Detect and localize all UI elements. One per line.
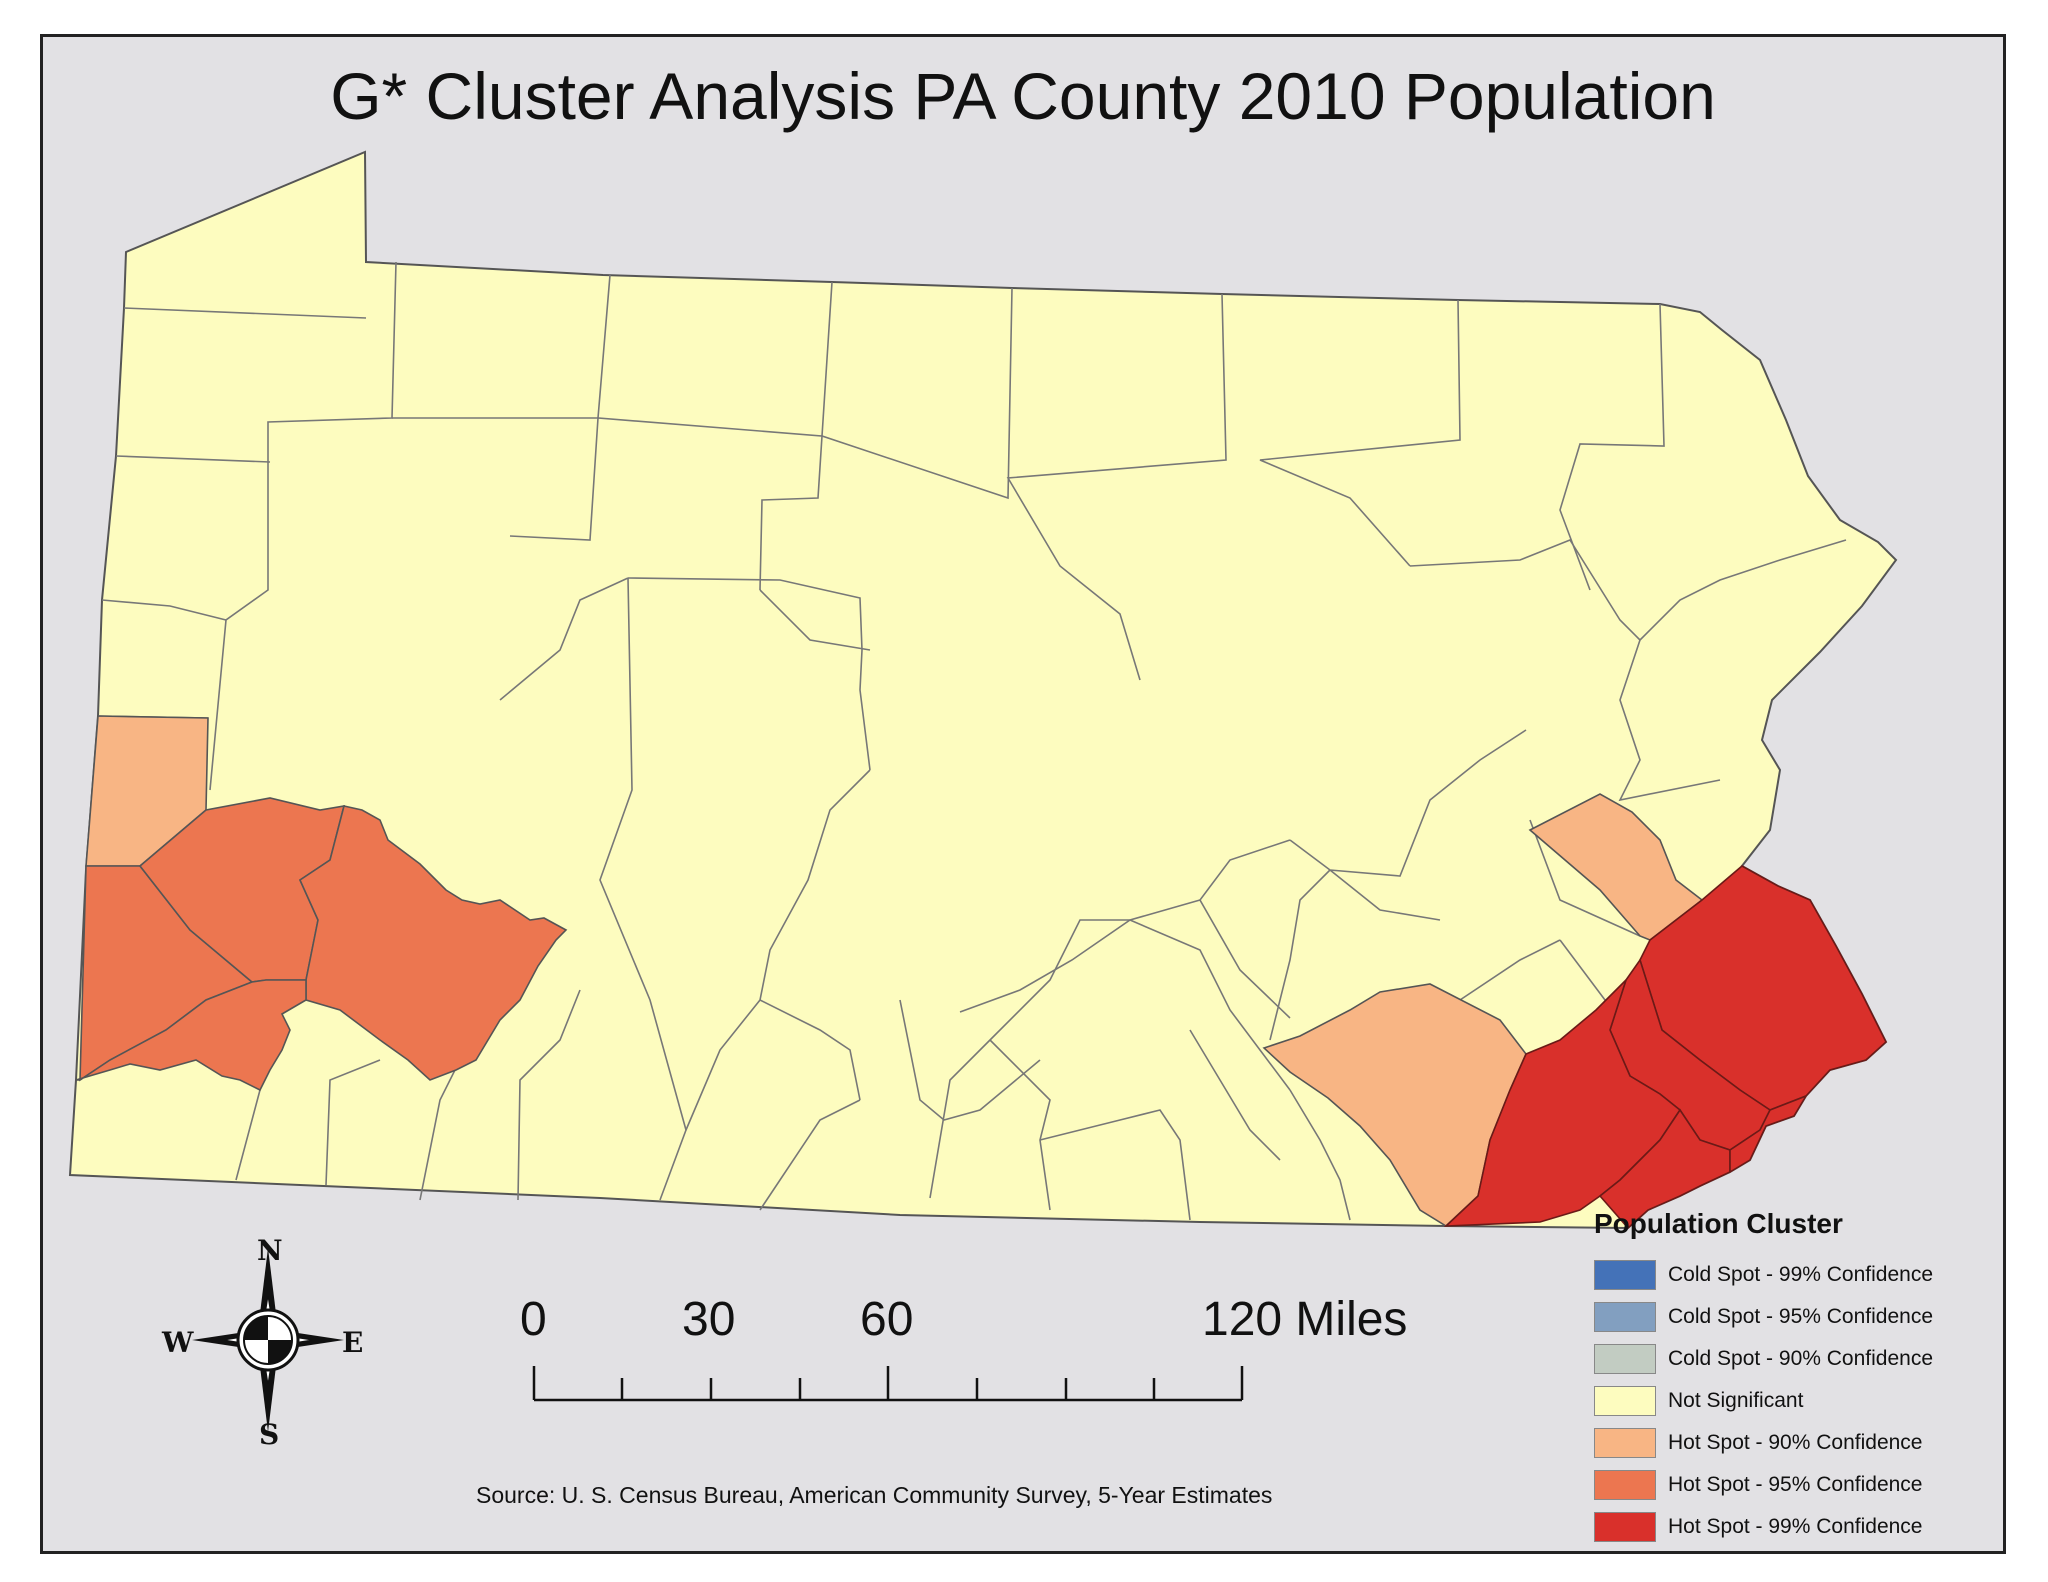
legend-label: Hot Spot - 95% Confidence [1668, 1473, 1923, 1496]
legend-item: Hot Spot - 95% Confidence [1594, 1468, 1922, 1502]
legend-item: Cold Spot - 90% Confidence [1594, 1342, 1933, 1376]
legend-label: Cold Spot - 95% Confidence [1668, 1305, 1933, 1328]
legend-swatch [1594, 1344, 1656, 1374]
scale-bar [532, 1366, 1244, 1402]
legend-swatch [1594, 1260, 1656, 1290]
scale-label-30: 30 [682, 1293, 736, 1346]
scale-label-0: 0 [520, 1293, 547, 1346]
county-hotspot-99-philadelphia [1729, 1094, 1808, 1174]
legend-label: Not Significant [1668, 1389, 1804, 1412]
legend-swatch [1594, 1428, 1656, 1458]
scale-label-120-miles: 120 Miles [1202, 1293, 1408, 1346]
legend-swatch [1594, 1302, 1656, 1332]
legend-label: Cold Spot - 99% Confidence [1668, 1263, 1933, 1286]
legend-swatch [1594, 1512, 1656, 1542]
county-boundaries [97, 261, 1847, 1221]
county-hotspot-95-washington [75, 979, 307, 1092]
scale-label-60: 60 [860, 1293, 914, 1346]
source-note: Source: U. S. Census Bureau, American Co… [476, 1482, 1273, 1508]
county-hotspot-90-lehigh [1528, 793, 1704, 941]
map-title: G* Cluster Analysis PA County 2010 Popul… [330, 59, 1716, 133]
legend-item: Hot Spot - 99% Confidence [1594, 1510, 1922, 1544]
legend-item: Hot Spot - 90% Confidence [1594, 1426, 1922, 1460]
legend-title: Population Cluster [1594, 1208, 1843, 1239]
legend-item: Cold Spot - 95% Confidence [1594, 1300, 1933, 1334]
compass-west-label: W [162, 1326, 194, 1359]
legend-swatch [1594, 1386, 1656, 1416]
legend-item: Cold Spot - 99% Confidence [1594, 1258, 1933, 1292]
legend-label: Hot Spot - 90% Confidence [1668, 1431, 1923, 1454]
compass-south-label: S [259, 1418, 280, 1451]
compass-east-label: E [342, 1326, 364, 1359]
legend-label: Hot Spot - 99% Confidence [1668, 1515, 1923, 1538]
legend-item: Not Significant [1594, 1384, 1803, 1418]
compass-icon [192, 1248, 344, 1432]
legend-swatch [1594, 1470, 1656, 1500]
compass-north-label: N [257, 1234, 283, 1267]
legend-label: Cold Spot - 90% Confidence [1668, 1347, 1933, 1370]
